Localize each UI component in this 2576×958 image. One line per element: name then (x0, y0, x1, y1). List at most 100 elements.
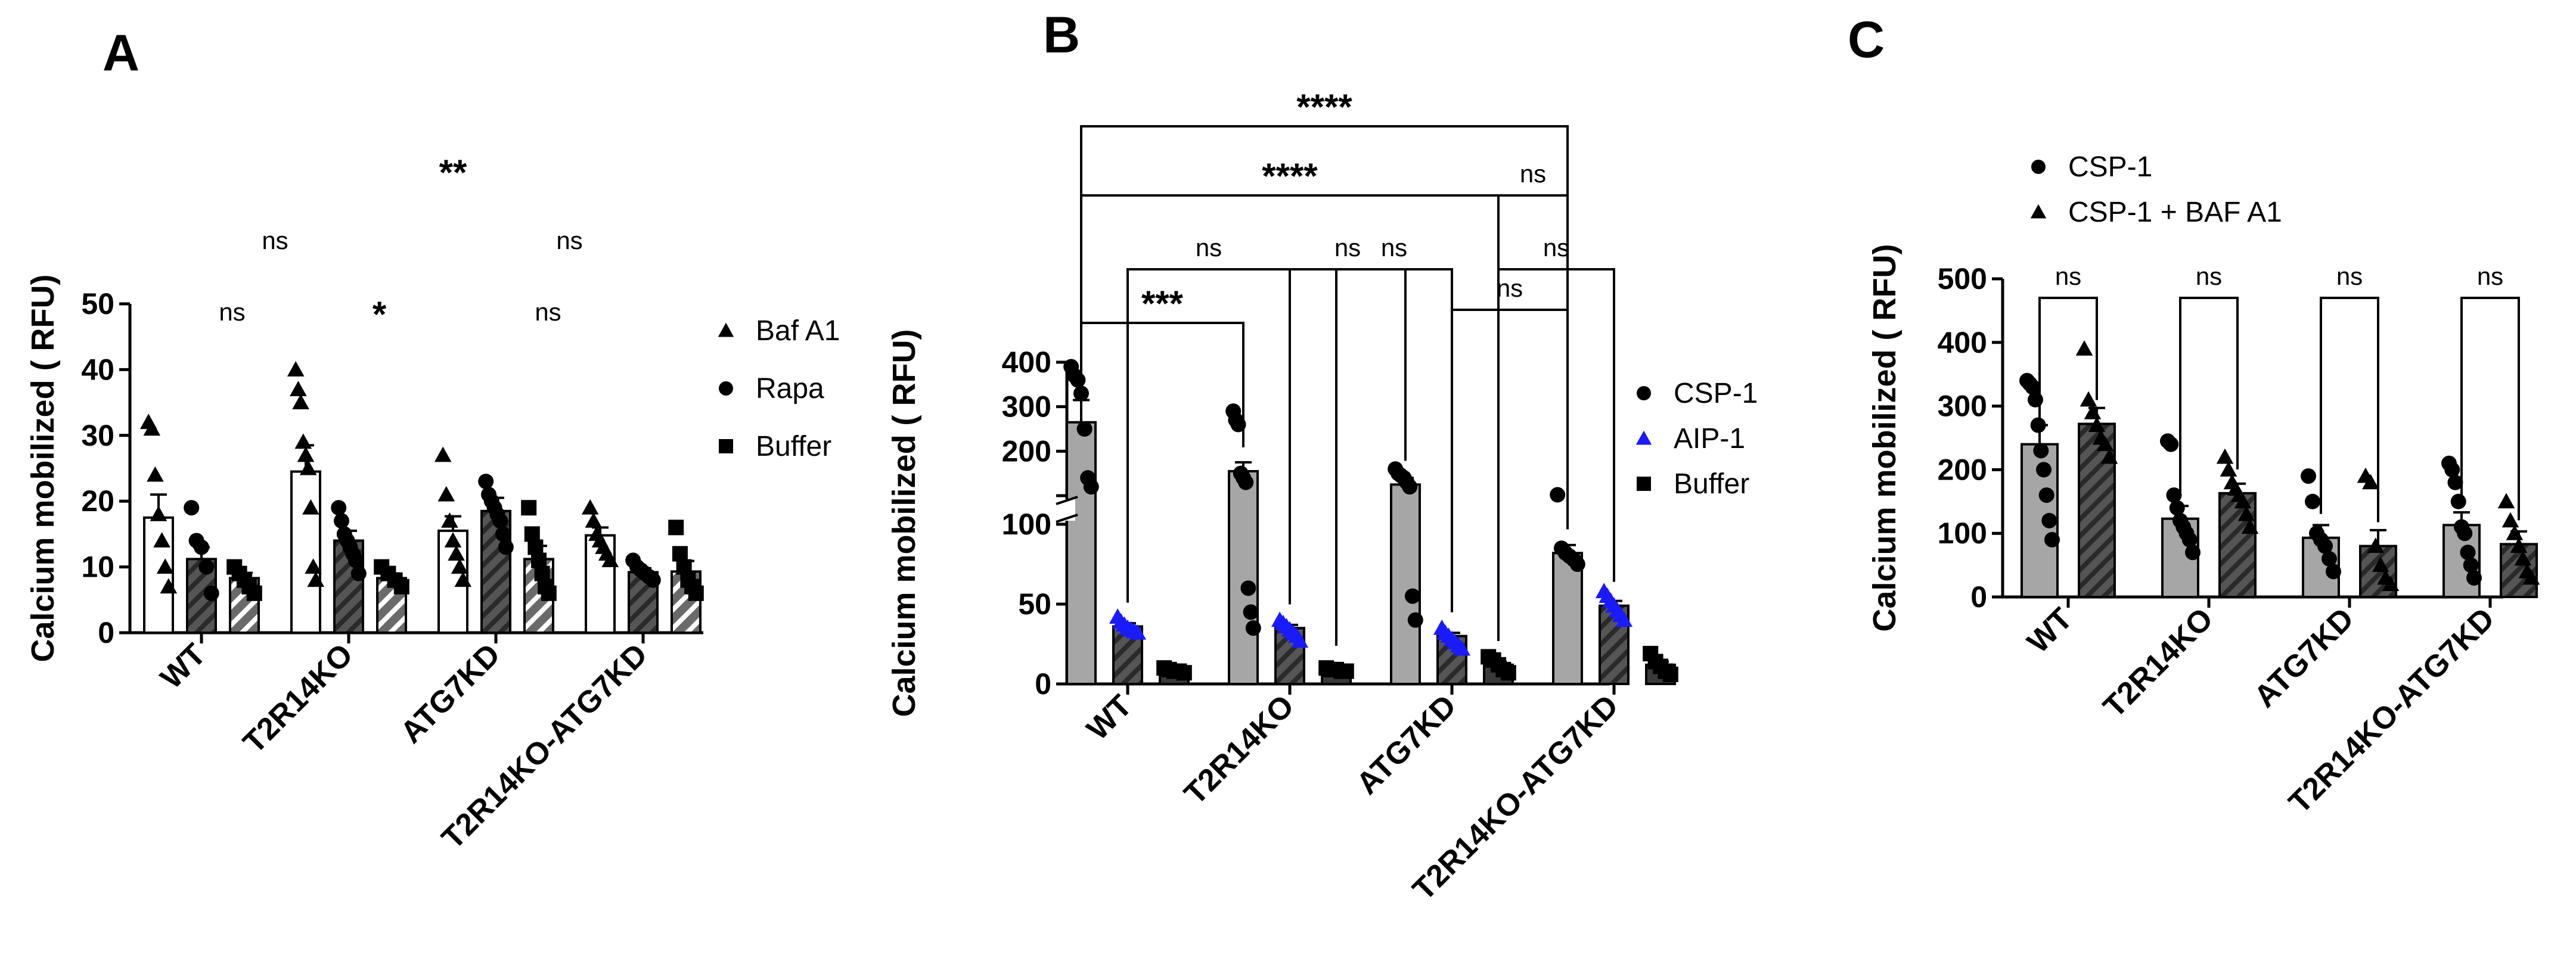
significance-label: ns (1381, 234, 1407, 262)
data-point (143, 420, 161, 436)
data-point (153, 532, 170, 548)
data-point (287, 361, 305, 377)
significance-label: ns (2055, 262, 2081, 290)
significance-label: ns (1497, 274, 1523, 302)
data-point (1500, 665, 1516, 681)
legend-marker-csp-1-baf-a1 (2030, 204, 2047, 219)
x-tick-label: ATG7KD (1350, 688, 1463, 801)
y-axis-title: Calcium mobilized ( RFU) (25, 274, 61, 662)
significance-bracket (1080, 125, 1569, 530)
data-point (2466, 570, 2482, 586)
data-point (2220, 461, 2237, 477)
legend-label-csp-1: CSP-1 (1674, 378, 1758, 409)
y-tick-label: 30 (81, 419, 114, 452)
bar-wt-baf-a1 (143, 516, 174, 634)
data-point (2166, 487, 2182, 503)
data-point (2506, 524, 2524, 540)
panel-label-c: C (1848, 11, 1885, 69)
data-point (531, 552, 547, 568)
x-tick-label: ATG7KD (2248, 601, 2360, 714)
legend-label-baf-a1: Baf A1 (756, 315, 840, 347)
y-tick-label: 40 (81, 353, 114, 386)
bar-t2r14ko-atg7kd-csp-1 (1552, 552, 1583, 685)
data-point (348, 552, 364, 568)
bar-wt-csp-1 (1066, 421, 1097, 685)
data-point (302, 499, 319, 515)
panel-a: A 0 10 20 30 40 50 Calcium mobilized ( RFU) WT T2… (25, 24, 840, 856)
y-tick-label: 50 (81, 287, 114, 321)
data-point (1245, 620, 1261, 636)
data-point (2301, 468, 2316, 484)
significance-label: ** (439, 153, 467, 192)
bar-atg7kd-csp-1 (1390, 483, 1421, 685)
data-point (2444, 462, 2460, 478)
x-tick-label: T2R14KO (1178, 688, 1301, 811)
y-tick-label: 100 (1002, 508, 1051, 541)
data-point (194, 539, 209, 555)
data-point (2163, 436, 2179, 452)
legend-marker-rapa (719, 381, 733, 396)
legend-marker-csp-1 (1637, 386, 1651, 400)
data-point (294, 433, 312, 449)
y-tick-label: 500 (1938, 262, 1987, 296)
significance-label: ns (556, 226, 582, 254)
significance-label: ns (219, 298, 245, 326)
legend-marker-csp-1 (2031, 160, 2046, 174)
data-point (2038, 487, 2054, 503)
y-tick-label: 300 (1938, 390, 1987, 423)
data-point (2501, 512, 2519, 528)
data-point (160, 578, 178, 594)
data-point (541, 585, 557, 601)
data-point (441, 512, 458, 528)
data-point (2025, 379, 2041, 395)
data-point (331, 500, 347, 516)
data-point (434, 446, 452, 462)
data-point (2234, 493, 2252, 509)
x-tick-label: T2R14KO (2097, 601, 2220, 724)
data-point (1129, 624, 1147, 640)
data-point (305, 558, 322, 574)
panel-label-a: A (103, 24, 139, 82)
data-point (534, 565, 550, 581)
data-point (2100, 448, 2118, 464)
y-tick-label: 20 (81, 484, 114, 518)
data-point (297, 446, 315, 462)
data-point (1238, 474, 1254, 490)
data-point (2463, 557, 2479, 573)
data-point (2084, 403, 2102, 419)
data-point (299, 459, 317, 475)
bar-t2r14ko-baf-a1 (290, 470, 321, 634)
significance-bracket (1451, 309, 1569, 612)
legend-label-buffer: Buffer (756, 431, 831, 462)
y-tick-label: 0 (98, 616, 114, 649)
data-point (1453, 640, 1471, 656)
data-point (1615, 611, 1633, 627)
data-point (2305, 493, 2320, 509)
data-point (393, 578, 409, 595)
significance-label: ns (2196, 262, 2222, 290)
significance-bracket (2460, 297, 2520, 521)
legend-marker-buffer (1637, 477, 1651, 491)
data-point (1338, 663, 1354, 679)
data-point (2362, 474, 2379, 490)
significance-label: ns (1520, 160, 1546, 188)
x-tick-label: T2R14KO (237, 637, 360, 760)
legend-label-csp-1-baf-a1: CSP-1 + BAF A1 (2068, 197, 2282, 228)
data-point (498, 539, 514, 555)
y-tick-label: 10 (81, 550, 114, 584)
data-point (585, 512, 603, 528)
data-point (1070, 372, 1086, 388)
data-point (454, 571, 472, 587)
data-point (1083, 479, 1099, 495)
data-point (688, 585, 704, 601)
data-point (203, 585, 219, 601)
data-point (1291, 632, 1309, 648)
y-tick-label: 400 (1002, 346, 1051, 379)
data-point (2088, 416, 2106, 433)
y-tick-label: 300 (1002, 390, 1051, 424)
y-tick-label: 0 (1035, 667, 1051, 701)
data-point (1176, 665, 1192, 681)
data-point (2030, 417, 2046, 433)
